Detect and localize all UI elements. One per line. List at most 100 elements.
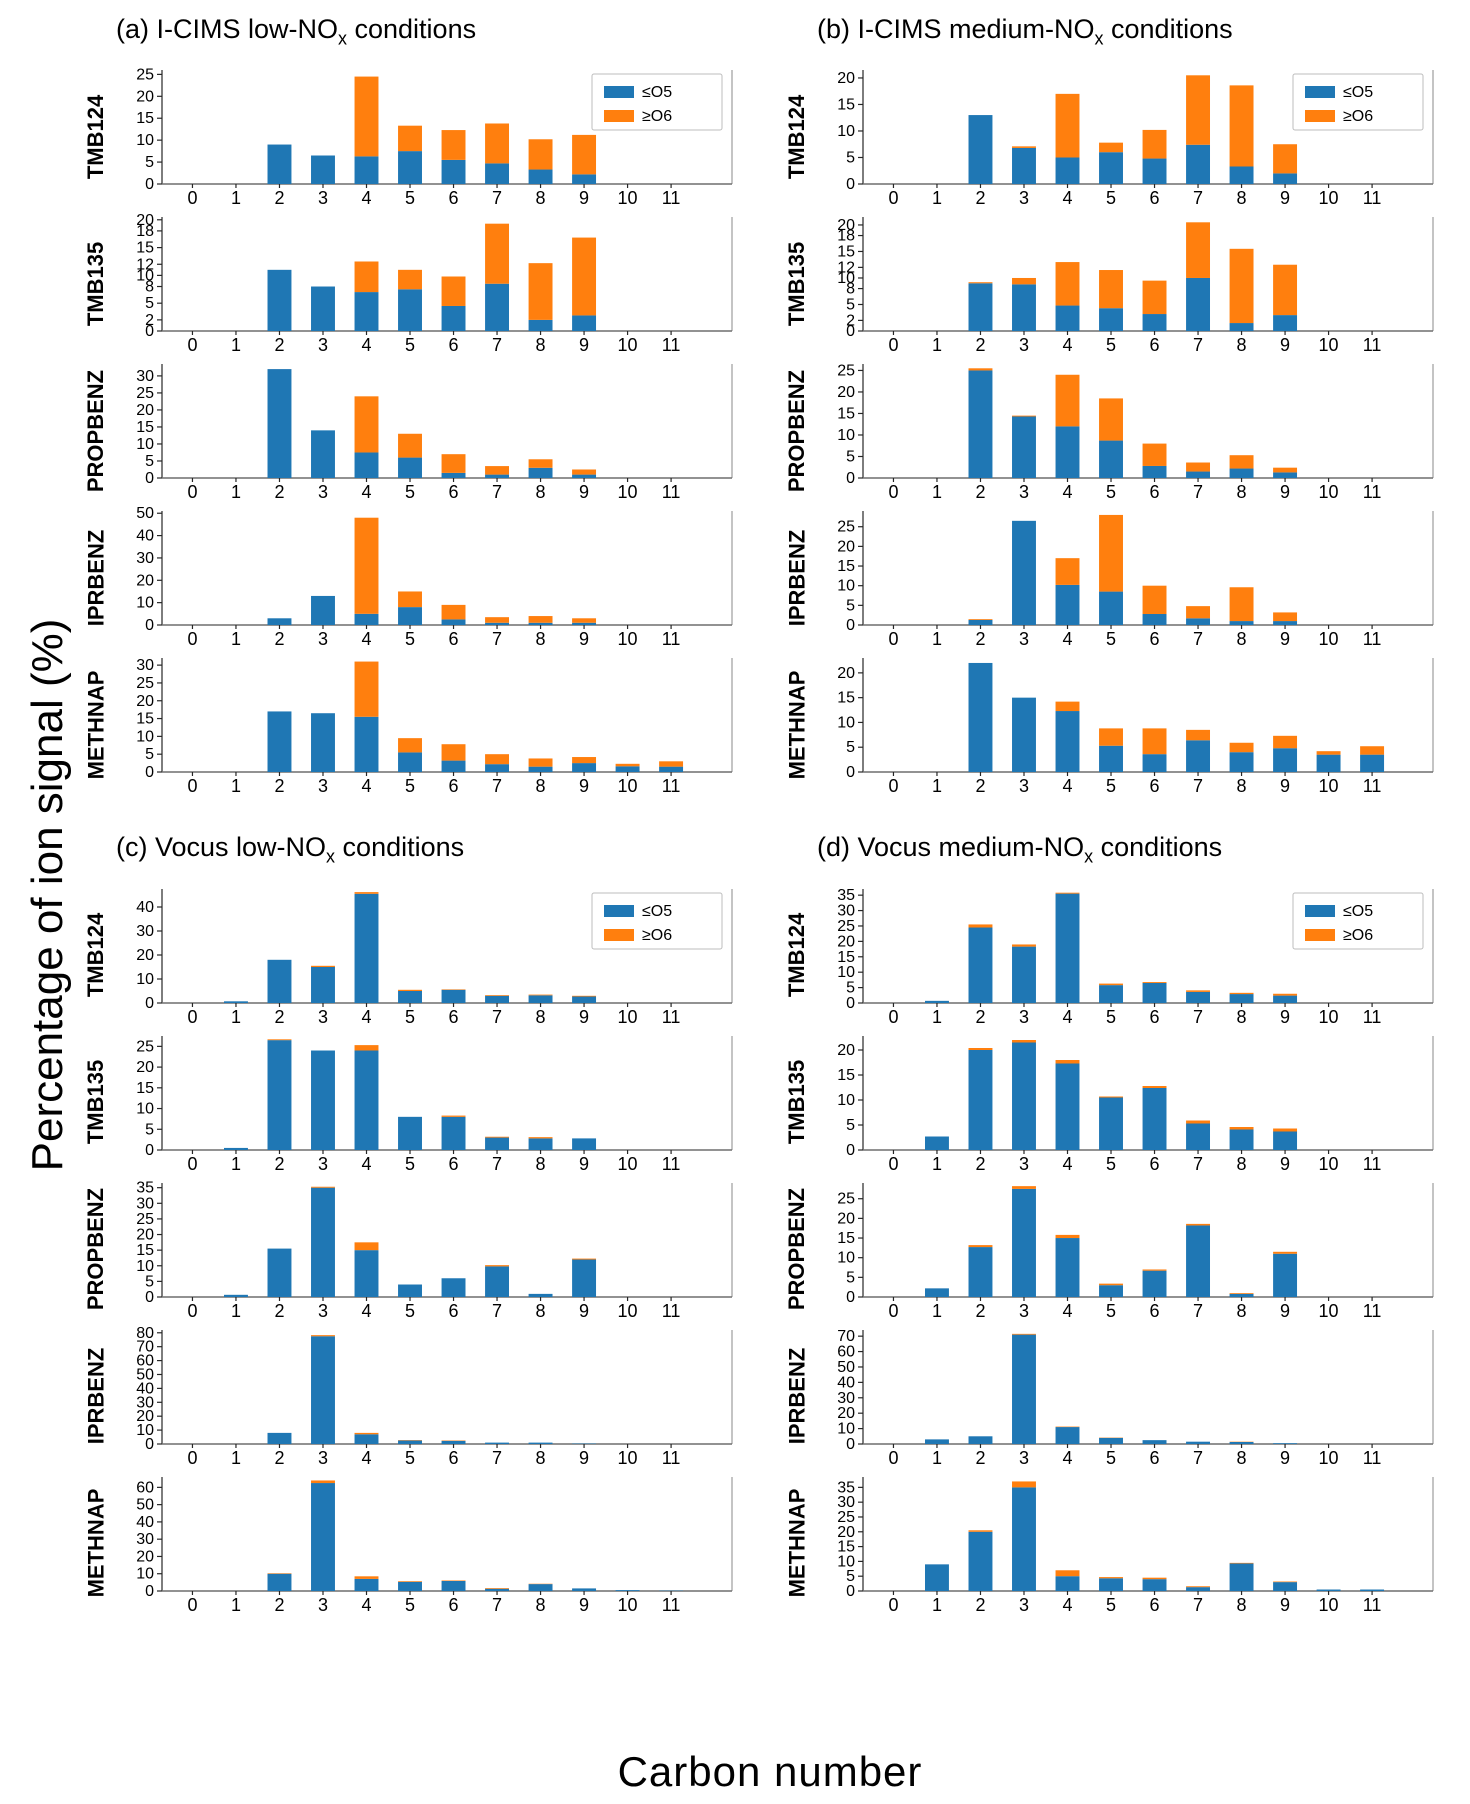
x-tick-label: 11 bbox=[662, 335, 681, 355]
x-tick-label: 10 bbox=[618, 1301, 638, 1321]
bar-le-o5 bbox=[1055, 585, 1080, 626]
bar-ge-o6 bbox=[441, 454, 466, 474]
y-tick-label: 0 bbox=[145, 764, 154, 781]
x-tick-label: 11 bbox=[1363, 629, 1382, 649]
bar-ge-o6 bbox=[398, 989, 422, 991]
bar-le-o5 bbox=[1055, 711, 1080, 773]
bar-ge-o6 bbox=[398, 1580, 422, 1582]
x-tick-label: 4 bbox=[361, 1154, 371, 1174]
bar-le-o5 bbox=[1229, 1293, 1254, 1297]
y-tick-label: 20 bbox=[136, 1226, 154, 1243]
y-tick-label: 20 bbox=[837, 1405, 855, 1422]
bar-ge-o6 bbox=[1186, 1586, 1211, 1587]
bar-le-o5 bbox=[441, 989, 466, 1003]
x-tick-label: 5 bbox=[405, 629, 415, 649]
bar-le-o5 bbox=[485, 1266, 510, 1297]
row-label-tmb124: TMB124 bbox=[779, 882, 815, 1029]
y-tick-label: 20 bbox=[136, 89, 154, 106]
x-tick-label: 3 bbox=[1019, 776, 1029, 796]
y-tick-label: 25 bbox=[136, 385, 154, 402]
bar-ge-o6 bbox=[1273, 265, 1298, 316]
bar-ge-o6 bbox=[1273, 144, 1298, 174]
bar-le-o5 bbox=[1099, 1437, 1123, 1444]
y-tick-label: 40 bbox=[136, 1514, 154, 1531]
x-tick-label: 0 bbox=[187, 1154, 197, 1174]
x-tick-label: 1 bbox=[231, 1448, 241, 1468]
bar-le-o5 bbox=[354, 1578, 379, 1591]
y-tick-label: 5 bbox=[846, 979, 855, 996]
x-tick-label: 7 bbox=[1193, 1448, 1203, 1468]
y-tick-label: 18 bbox=[837, 228, 855, 245]
x-tick-label: 11 bbox=[662, 1154, 681, 1174]
x-tick-label: 10 bbox=[618, 335, 638, 355]
bar-le-o5 bbox=[528, 1293, 553, 1297]
chart-row-c-propbenz: PROPBENZ 0 5 10 15 20 25 30 35 0 1 2 3 4 5 6 7 8 9 10 11 bbox=[78, 1176, 754, 1323]
row-label-text: IPRBENZ bbox=[784, 529, 809, 627]
x-tick-label: 7 bbox=[492, 335, 502, 355]
bar-le-o5 bbox=[1012, 284, 1036, 332]
x-tick-label: 10 bbox=[1319, 1154, 1339, 1174]
bar-le-o5 bbox=[1360, 755, 1385, 773]
bar-le-o5 bbox=[441, 1116, 466, 1150]
row-label-iprbenz: IPRBENZ bbox=[779, 1323, 815, 1470]
bar-ge-o6 bbox=[1055, 1059, 1080, 1064]
panel-a-charts: TMB124 0 5 10 15 20 25 0 1 2 3 4 5 6 7 8 9 10 11 ≤O5 ≥O6 TMB1… bbox=[78, 63, 754, 798]
bar-le-o5 bbox=[485, 1588, 510, 1591]
bar-ge-o6 bbox=[441, 1580, 466, 1581]
x-tick-label: 6 bbox=[1150, 188, 1160, 208]
bar-le-o5 bbox=[1142, 1087, 1167, 1150]
bar-ge-o6 bbox=[1012, 278, 1036, 285]
bar-le-o5 bbox=[1142, 1270, 1167, 1297]
x-tick-label: 11 bbox=[662, 1301, 681, 1321]
bar-le-o5 bbox=[572, 996, 597, 1003]
bar-ge-o6 bbox=[354, 518, 379, 615]
bar-ge-o6 bbox=[968, 924, 993, 928]
row-label-text: METHNAP bbox=[784, 670, 809, 780]
y-tick-label: 15 bbox=[837, 244, 855, 261]
bar-le-o5 bbox=[1099, 1284, 1123, 1297]
bar-le-o5 bbox=[1012, 1042, 1036, 1150]
y-tick-label: 0 bbox=[145, 1436, 154, 1453]
bar-ge-o6 bbox=[354, 661, 379, 718]
x-tick-label: 3 bbox=[318, 629, 328, 649]
bar-le-o5 bbox=[528, 320, 553, 332]
x-tick-label: 4 bbox=[1062, 629, 1072, 649]
y-tick-label: 15 bbox=[136, 111, 154, 128]
x-tick-label: 9 bbox=[579, 1301, 589, 1321]
x-tick-label: 5 bbox=[405, 1595, 415, 1615]
bar-ge-o6 bbox=[354, 396, 379, 453]
row-label-tmb135: TMB135 bbox=[779, 1029, 815, 1176]
panel-b-title-suffix: conditions bbox=[1103, 14, 1233, 44]
bar-le-o5 bbox=[1099, 1578, 1123, 1591]
y-tick-label: 0 bbox=[846, 995, 855, 1012]
panel-d-charts: TMB124 0 5 10 15 20 25 30 35 0 1 2 3 4 5 6 7 8 9 10 11 ≤O5 ≥O6… bbox=[779, 882, 1455, 1617]
bar-le-o5 bbox=[1099, 591, 1123, 626]
x-tick-label: 11 bbox=[662, 188, 681, 208]
y-tick-label: 35 bbox=[136, 1179, 154, 1196]
chart-b-iprbenz: 0 5 10 15 20 25 0 1 2 3 4 5 6 7 8 9 10 11 bbox=[837, 511, 1434, 649]
y-tick-label: 0 bbox=[846, 1436, 855, 1453]
x-tick-label: 5 bbox=[1106, 482, 1116, 502]
x-tick-label: 6 bbox=[449, 1301, 459, 1321]
bar-ge-o6 bbox=[354, 1044, 379, 1051]
y-tick-label: 15 bbox=[837, 690, 855, 707]
x-tick-label: 4 bbox=[1062, 1154, 1072, 1174]
bar-le-o5 bbox=[1229, 1563, 1254, 1591]
x-tick-label: 1 bbox=[231, 776, 241, 796]
bar-le-o5 bbox=[1186, 1225, 1211, 1297]
chart-b-methnap: 0 5 10 15 20 0 1 2 3 4 5 6 7 8 9 10 11 bbox=[837, 658, 1434, 796]
y-tick-label: 20 bbox=[136, 212, 154, 229]
x-tick-label: 9 bbox=[1280, 188, 1290, 208]
bar-le-o5 bbox=[311, 966, 335, 1003]
x-tick-label: 8 bbox=[536, 188, 546, 208]
bar-ge-o6 bbox=[1055, 262, 1080, 306]
panel-d-title-text: (d) Vocus medium-NO bbox=[817, 832, 1085, 863]
bar-le-o5 bbox=[1142, 1578, 1167, 1591]
x-tick-label: 7 bbox=[492, 1301, 502, 1321]
bar-ge-o6 bbox=[572, 995, 597, 997]
x-tick-label: 1 bbox=[932, 1301, 942, 1321]
x-tick-label: 9 bbox=[579, 482, 589, 502]
bar-le-o5 bbox=[528, 169, 553, 185]
x-tick-label: 2 bbox=[975, 1595, 985, 1615]
bar-ge-o6 bbox=[1055, 1570, 1080, 1576]
